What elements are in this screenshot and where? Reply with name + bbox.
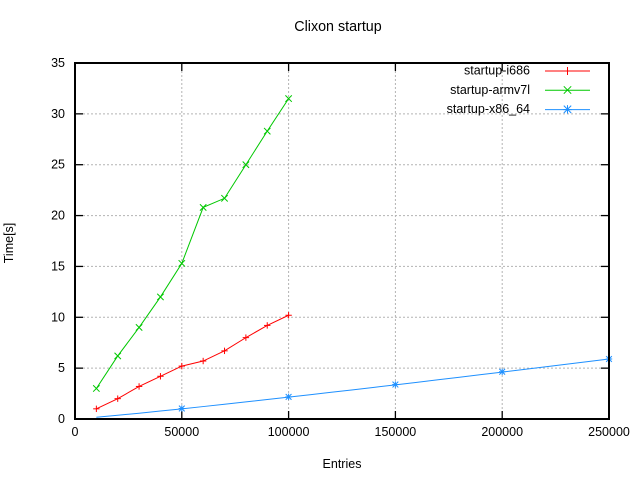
svg-text:200000: 200000 xyxy=(481,425,523,439)
svg-text:startup-x86_64: startup-x86_64 xyxy=(447,102,530,116)
svg-text:startup-i686: startup-i686 xyxy=(464,64,530,78)
svg-text:startup-armv7l: startup-armv7l xyxy=(450,83,530,97)
svg-text:Clixon startup: Clixon startup xyxy=(294,19,381,35)
svg-text:35: 35 xyxy=(51,56,65,70)
svg-text:5: 5 xyxy=(58,361,65,375)
svg-text:100000: 100000 xyxy=(268,425,310,439)
svg-text:20: 20 xyxy=(51,209,65,223)
svg-text:15: 15 xyxy=(51,259,65,273)
svg-text:0: 0 xyxy=(72,425,79,439)
svg-text:30: 30 xyxy=(51,107,65,121)
svg-text:250000: 250000 xyxy=(588,425,630,439)
svg-text:150000: 150000 xyxy=(375,425,417,439)
svg-text:Time[s]: Time[s] xyxy=(2,223,16,264)
svg-text:50000: 50000 xyxy=(164,425,199,439)
svg-text:10: 10 xyxy=(51,310,65,324)
svg-text:0: 0 xyxy=(58,412,65,426)
svg-text:Entries: Entries xyxy=(323,457,362,471)
svg-text:25: 25 xyxy=(51,158,65,172)
